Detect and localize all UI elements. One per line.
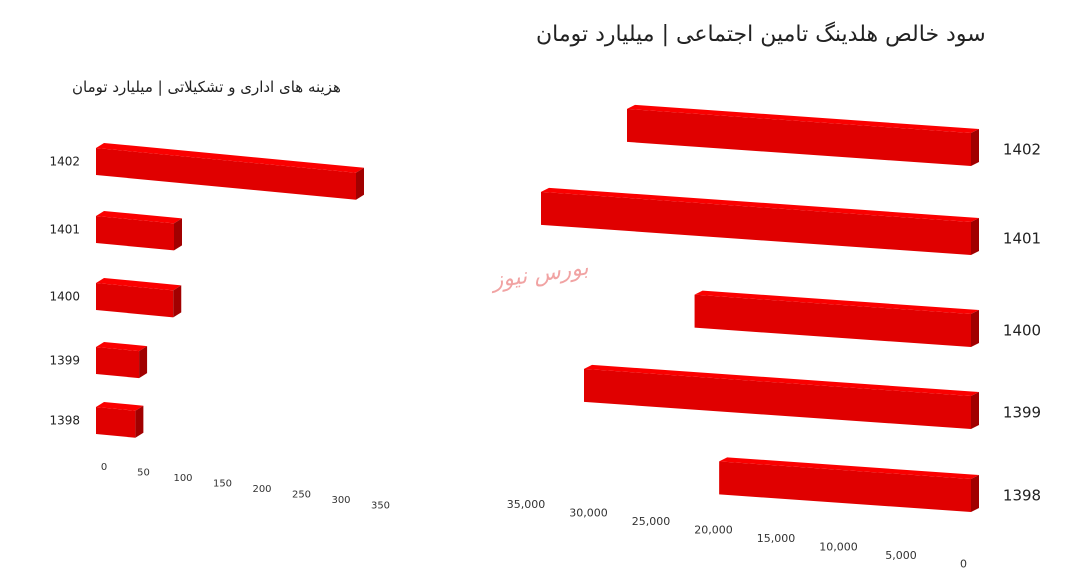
net-profit-category-label: 1398: [1003, 487, 1041, 505]
net-profit-tick-label: 15,000: [757, 532, 796, 545]
admin-costs-category-label: 1400: [49, 290, 80, 304]
net-profit-tick-label: 0: [960, 558, 967, 571]
net-profit-bar-1399: [584, 364, 979, 429]
admin-costs-category-label: 1402: [49, 155, 80, 169]
admin-costs-tick-label: 350: [371, 501, 390, 512]
chart-title-admin-costs: هزینه های اداری و تشکیلاتی | میلیارد توم…: [72, 78, 341, 96]
net-profit-tick-label: 25,000: [632, 515, 671, 528]
admin-costs-bar-1400: [96, 278, 182, 318]
admin-costs-tick-label: 100: [173, 473, 192, 484]
net-profit-bar-1402: [627, 104, 979, 166]
net-profit-tick-label: 5,000: [885, 549, 917, 562]
admin-costs-tick-label: 300: [331, 495, 350, 506]
net-profit-tick-label: 35,000: [507, 498, 546, 511]
admin-costs-bar-1401: [96, 211, 182, 251]
net-profit-tick-label: 30,000: [569, 507, 608, 520]
admin-costs-category-label: 1401: [49, 223, 80, 237]
chart-title-net-profit: سود خالص هلدینگ تامین اجتماعی | میلیارد …: [536, 22, 986, 47]
admin-costs-tick-label: 0: [101, 462, 107, 473]
net-profit-tick-label: 20,000: [694, 524, 733, 537]
admin-costs-bar-1402: [96, 143, 364, 200]
admin-costs-category-label: 1399: [49, 354, 80, 368]
net-profit-bar-1398: [719, 457, 979, 512]
net-profit-chart: 1402 1401 1400 1399 1398 35,000 30,000 25,000 20…: [507, 104, 1041, 571]
admin-costs-category-label: 1398: [49, 414, 80, 428]
net-profit-bar-1401: [541, 187, 979, 255]
admin-costs-tick-label: 50: [137, 468, 150, 479]
net-profit-category-label: 1399: [1003, 404, 1041, 422]
admin-costs-tick-label: 250: [292, 490, 311, 501]
admin-costs-bar-1399: [96, 342, 148, 379]
net-profit-bar-1400: [694, 290, 979, 347]
admin-costs-tick-label: 200: [252, 484, 271, 495]
net-profit-category-label: 1402: [1003, 141, 1041, 159]
net-profit-category-label: 1400: [1003, 322, 1041, 340]
admin-costs-chart: 1402 1401 1400 1399 1398 0 50 100 150 200 250 300 35…: [49, 143, 390, 512]
admin-costs-tick-label: 150: [213, 479, 232, 490]
admin-costs-bar-1398: [96, 402, 144, 438]
net-profit-category-label: 1401: [1003, 230, 1041, 248]
net-profit-tick-label: 10,000: [819, 541, 858, 554]
